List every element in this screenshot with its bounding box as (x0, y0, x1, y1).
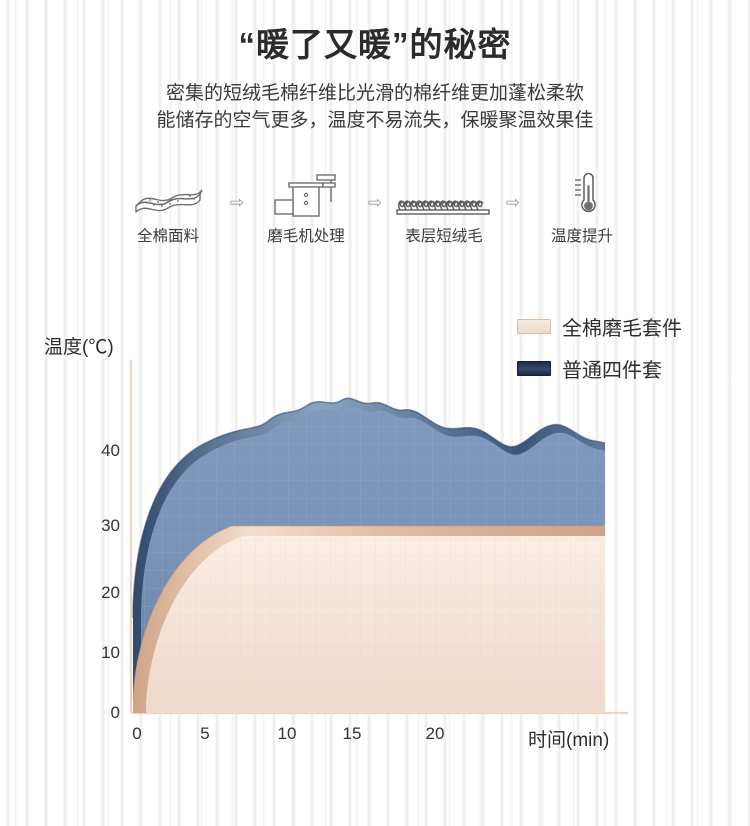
y-tick-label: 10 (101, 643, 120, 662)
chart-legend: 全棉磨毛套件 普通四件套 (517, 312, 682, 383)
subtitle-line-1: 密集的短绒毛棉纤维比光滑的棉纤维更加蓬松柔软 (165, 83, 584, 104)
process-flow: 全棉面料 ⇨ 磨毛机处理 ⇨ (120, 172, 630, 254)
process-step-fuzz: 表层短绒毛 (396, 172, 492, 246)
subtitle-line-2: 能储存的空气更多，温度不易流失，保暖聚温效果佳 (156, 110, 594, 131)
y-tick-label: 20 (101, 583, 120, 602)
process-step-fabric: 全棉面料 (120, 172, 216, 246)
x-tick-label: 0 (132, 724, 142, 743)
chevron-right-icon: ⇨ (229, 193, 245, 212)
chevron-right-icon-3: ⇨ (505, 193, 521, 212)
process-step-machine: 磨毛机处理 (258, 172, 354, 246)
x-tick-label: 15 (342, 724, 362, 743)
process-step-temperature: 温度提升 (534, 172, 630, 246)
page-title: “暖了又暖”的秘密 (238, 26, 512, 63)
legend-label: 全棉磨毛套件 (562, 318, 682, 340)
legend-label: 普通四件套 (562, 360, 662, 382)
process-step-label: 表层短绒毛 (405, 228, 483, 245)
legend-item-ordinary-set[interactable]: 普通四件套 (517, 354, 682, 383)
sanding-machine-icon (269, 172, 343, 220)
x-axis-label: 时间(min) (528, 730, 610, 751)
thermometer-icon (558, 172, 606, 220)
legend-swatch-icon-2 (517, 361, 551, 376)
legend-item-brushed-cotton-set[interactable]: 全棉磨毛套件 (517, 312, 682, 341)
chart-plot-area (129, 360, 628, 715)
legend-swatch-icon (517, 319, 551, 334)
y-tick-label: 30 (101, 516, 120, 535)
x-tick-label: 5 (200, 724, 210, 743)
y-tick-label: 0 (110, 703, 120, 722)
page-subtitle: 密集的短绒毛棉纤维比光滑的棉纤维更加蓬松柔软 能储存的空气更多，温度不易流失，保… (0, 80, 750, 134)
y-tick-label: 40 (101, 441, 120, 460)
process-step-label: 全棉面料 (136, 228, 199, 245)
surface-fuzz-icon (394, 172, 494, 220)
series-brushed-cotton-set (132, 525, 605, 713)
temperature-retention-chart: 温度(℃) 时间(min) 40 30 20 10 0 0 5 10 15 20 (0, 300, 750, 770)
chevron-right-icon-2: ⇨ (367, 193, 383, 212)
x-tick-label: 10 (277, 724, 297, 743)
process-step-label: 温度提升 (550, 228, 613, 245)
x-tick-label: 20 (425, 724, 445, 743)
y-axis-label: 温度(℃) (44, 337, 114, 358)
process-step-label: 磨毛机处理 (267, 228, 345, 245)
fabric-sheet-icon (130, 172, 206, 220)
